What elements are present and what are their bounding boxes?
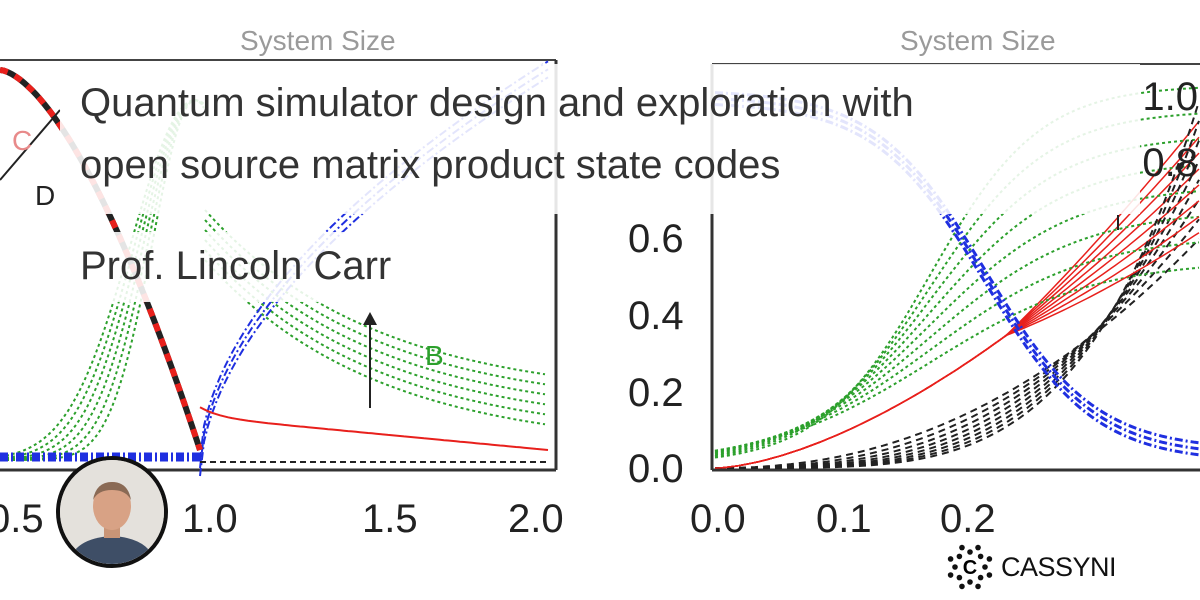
cassyni-brand: C CASSYNI — [945, 542, 1117, 592]
curve-label-d: D — [35, 180, 55, 211]
logo-dot — [959, 544, 965, 551]
logo-dot — [982, 564, 988, 570]
title-overlay — [60, 64, 1140, 214]
green-curve — [714, 138, 1200, 456]
logo-dot — [967, 579, 973, 585]
talk-title-line: open source matrix product state codes — [80, 143, 781, 187]
green-curve — [714, 215, 1200, 453]
logo-dot — [967, 549, 973, 555]
right-y-tick: 0.4 — [628, 294, 684, 338]
right-x-tick: 0.1 — [816, 497, 872, 541]
right-y-tick: 0.6 — [628, 217, 684, 261]
left-plot-arrowhead — [363, 312, 377, 325]
speaker-name: Prof. Lincoln Carr — [80, 244, 392, 288]
right-plot-faded-title: System Size — [900, 25, 1056, 56]
logo-dot — [977, 553, 984, 560]
logo-dot — [986, 572, 993, 578]
logo-dot — [947, 572, 954, 578]
red-curve — [199, 406, 549, 451]
green-curve — [714, 266, 1200, 452]
black-curve — [715, 179, 1200, 469]
logo-dot — [956, 553, 963, 560]
black-curve — [715, 120, 1200, 469]
brand-name: CASSYNI — [1001, 551, 1117, 582]
red-curve — [714, 200, 1200, 469]
logo-dot — [952, 564, 958, 570]
black-curve — [715, 218, 1200, 469]
right-x-tick: 0.0 — [690, 497, 746, 541]
curve-label-c: C — [12, 125, 32, 156]
green-curve — [0, 98, 205, 458]
left-x-tick: 1.5 — [362, 497, 418, 541]
logo-dot — [986, 556, 993, 562]
logo-dot — [975, 583, 981, 590]
left-x-tick: 2.0 — [508, 497, 564, 541]
logo-dot — [956, 574, 963, 581]
green-curve — [204, 249, 546, 416]
right-x-tick: 0.2 — [940, 497, 996, 541]
black-curve — [715, 101, 1200, 469]
right-y-tick: 0.0 — [628, 447, 684, 491]
red-curve — [714, 232, 1200, 469]
left-plot-faded-title: System Size — [240, 25, 396, 56]
logo-dot — [975, 544, 981, 551]
right-y-tick: 1.0 — [1142, 75, 1198, 119]
black-curve — [715, 140, 1200, 469]
right-y-tick: 0.2 — [628, 371, 684, 415]
green-curve — [0, 99, 205, 461]
right-y-tick: 0.8 — [1142, 141, 1198, 185]
cassyni-logo-icon: C — [947, 544, 993, 590]
curve-label-b: B — [425, 340, 444, 371]
speaker-overlay — [60, 232, 490, 302]
talk-title-line: Quantum simulator design and exploration… — [80, 81, 914, 125]
talk-title: Quantum simulator design and exploration… — [80, 72, 1140, 196]
left-x-tick: 0.5 — [0, 497, 44, 541]
speaker-photo-icon — [60, 460, 164, 564]
green-curve — [204, 259, 546, 426]
logo-letter: C — [963, 557, 977, 579]
logo-dot — [977, 574, 984, 581]
speaker-avatar — [56, 456, 168, 568]
logo-dot — [947, 556, 954, 562]
left-plot-label-arrow — [0, 109, 61, 181]
logo-dot — [959, 583, 965, 590]
left-x-tick: 1.0 — [182, 497, 238, 541]
